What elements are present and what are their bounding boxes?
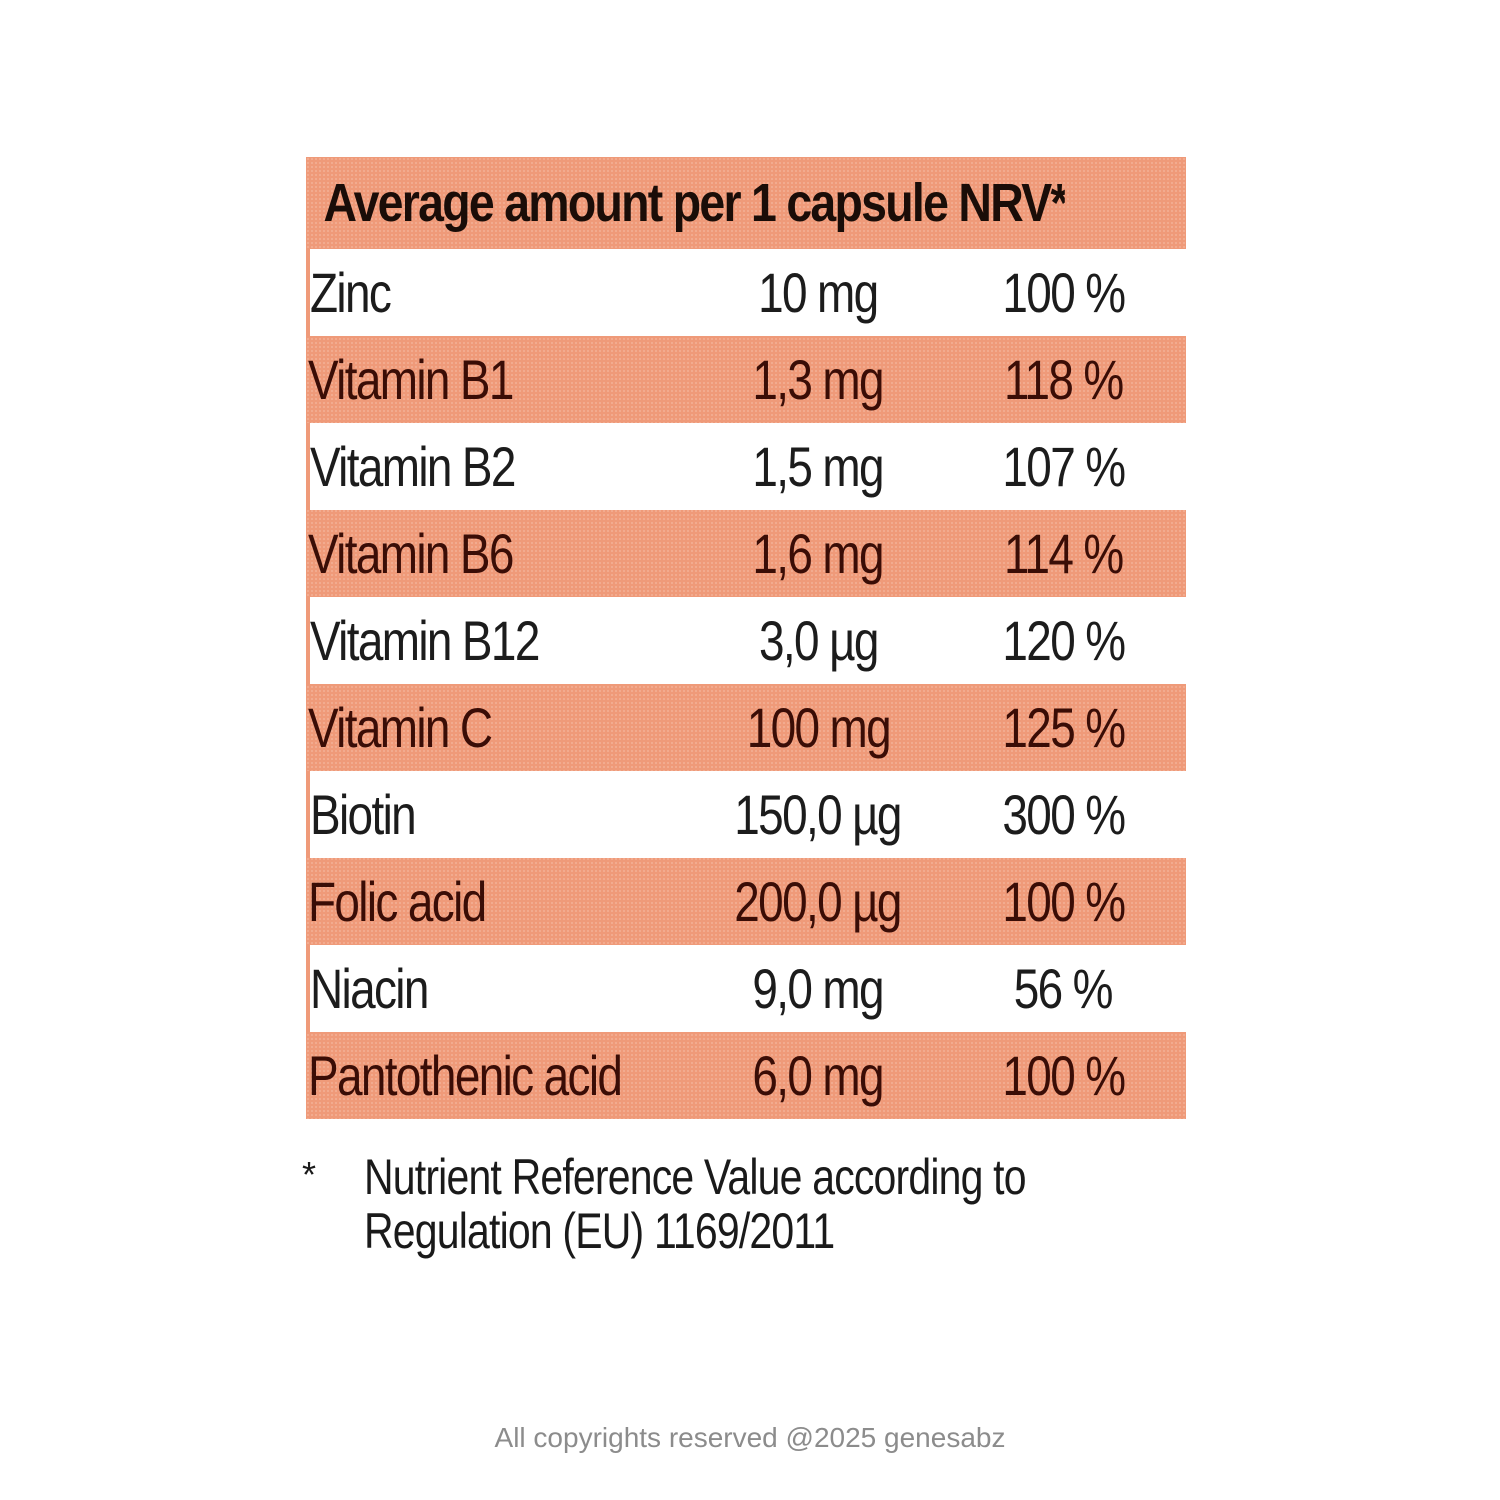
nutrient-amount: 150,0 µg xyxy=(734,783,903,846)
table-row: Niacin 9,0 mg 56 % xyxy=(306,945,1189,1032)
table-row: Vitamin B2 1,5 mg 107 % xyxy=(306,423,1189,510)
nutrient-amount: 1,6 mg xyxy=(752,522,885,585)
nutrient-nrv: 300 % xyxy=(1002,783,1126,846)
nutrient-amount: 6,0 mg xyxy=(752,1044,885,1107)
nutrient-name: Niacin xyxy=(310,957,429,1020)
footnote-line-1: Nutrient Reference Value according to xyxy=(364,1149,1027,1205)
table-header: Average amount per 1 capsule NRV* xyxy=(323,173,1065,233)
nutrient-amount: 3,0 µg xyxy=(758,609,879,672)
table-row: Pantothenic acid 6,0 mg 100 % xyxy=(308,1032,1188,1119)
nutrient-name: Biotin xyxy=(310,783,417,846)
nutrient-nrv: 118 % xyxy=(1003,348,1124,411)
nutrient-amount: 200,0 µg xyxy=(734,870,903,933)
nutrient-name: Zinc xyxy=(310,261,392,324)
nutrient-name: Vitamin C xyxy=(308,696,493,759)
nutrient-nrv: 125 % xyxy=(1002,696,1126,759)
table-row: Zinc 10 mg 100 % xyxy=(306,249,1189,336)
nutrition-label: Average amount per 1 capsule NRV* Zinc 1… xyxy=(306,157,1189,1119)
nutrient-nrv: 100 % xyxy=(1002,261,1126,324)
nutrient-amount: 1,3 mg xyxy=(752,348,885,411)
table-row: Vitamin C 100 mg 125 % xyxy=(308,684,1188,771)
nutrient-nrv: 114 % xyxy=(1003,522,1124,585)
table-header-row: Average amount per 1 capsule NRV* xyxy=(308,157,1188,249)
nutrition-table: Average amount per 1 capsule NRV* Zinc 1… xyxy=(306,157,1189,1119)
nutrient-name: Pantothenic acid xyxy=(308,1044,623,1107)
nutrient-nrv: 107 % xyxy=(1002,435,1126,498)
nutrient-nrv: 100 % xyxy=(1002,870,1126,933)
nutrient-nrv: 100 % xyxy=(1002,1044,1126,1107)
footnote-line-2: Regulation (EU) 1169/2011 xyxy=(364,1203,835,1259)
nutrient-name: Vitamin B2 xyxy=(310,435,516,498)
table-row: Vitamin B1 1,3 mg 118 % xyxy=(308,336,1188,423)
copyright-notice: All copyrights reserved @2025 genesabz xyxy=(494,1422,1006,1453)
footnote-marker: * xyxy=(302,1154,317,1195)
nutrient-amount: 9,0 mg xyxy=(752,957,885,1020)
nutrient-name: Vitamin B12 xyxy=(310,609,540,672)
nutrient-nrv: 56 % xyxy=(1013,957,1114,1020)
nutrient-name: Vitamin B6 xyxy=(308,522,514,585)
table-row: Folic acid 200,0 µg 100 % xyxy=(308,858,1188,945)
table-row: Vitamin B12 3,0 µg 120 % xyxy=(306,597,1189,684)
table-row: Biotin 150,0 µg 300 % xyxy=(306,771,1189,858)
footnote-text: Nutrient Reference Value according to Re… xyxy=(364,1149,1027,1259)
nutrient-amount: 1,5 mg xyxy=(752,435,885,498)
table-row: Vitamin B6 1,6 mg 114 % xyxy=(308,510,1188,597)
nutrient-amount: 10 mg xyxy=(758,261,879,324)
nutrient-amount: 100 mg xyxy=(746,696,891,759)
nutrient-name: Vitamin B1 xyxy=(308,348,514,411)
nutrient-name: Folic acid xyxy=(308,870,487,933)
nutrient-nrv: 120 % xyxy=(1002,609,1126,672)
